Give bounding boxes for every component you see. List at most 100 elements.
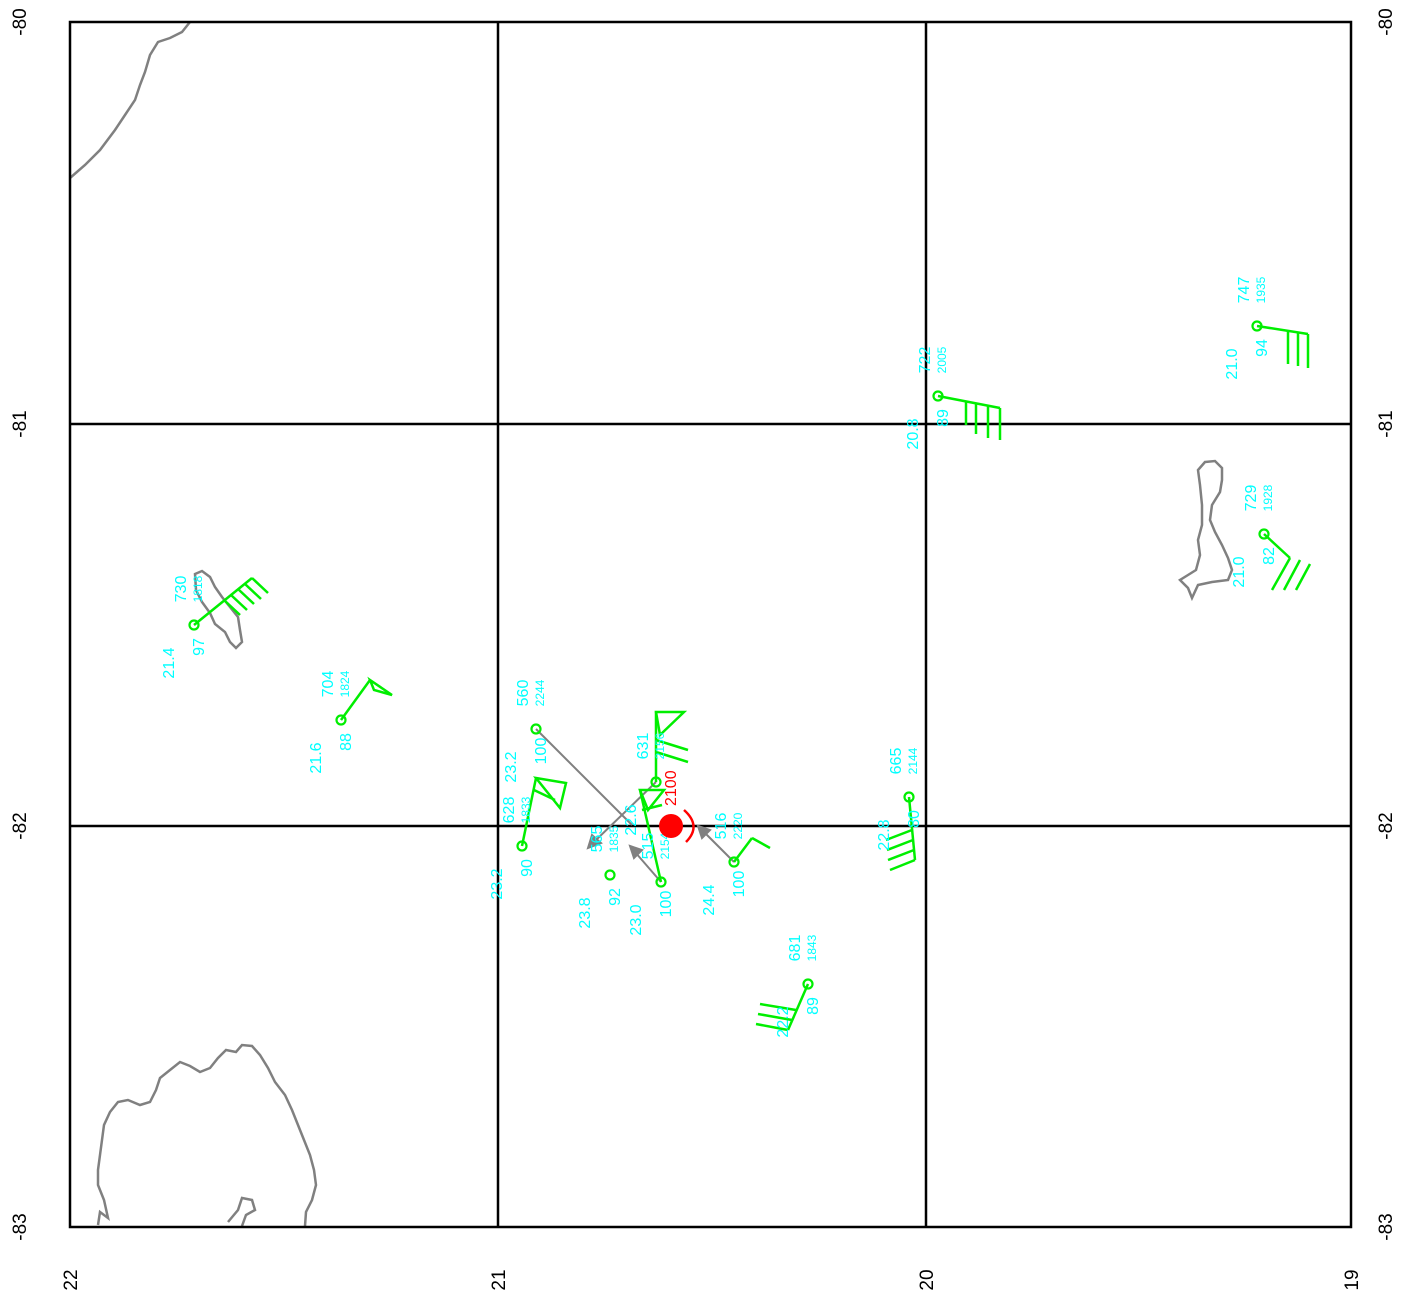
station-rh-label: 82 (1261, 547, 1278, 565)
station-time-label: 2156 (653, 732, 667, 759)
station-height-label: 747 (1236, 277, 1253, 304)
lat-tick-label-left: -80 (10, 8, 31, 35)
coastline-lower-left (96, 1043, 318, 1227)
wind-barb (755, 983, 810, 1032)
station-label-group: 704 1824 21.6 88 (308, 670, 355, 773)
lat-tick-label-right: -82 (1376, 812, 1397, 839)
wind-barbs (193, 324, 1312, 1032)
station-temp-label: 24.4 (701, 884, 718, 915)
station-rh-label: 89 (935, 409, 952, 427)
lat-tick-label-right: -83 (1376, 1213, 1397, 1240)
vector-line (703, 831, 735, 863)
wind-barb (937, 394, 1002, 440)
station-circle (1251, 320, 1263, 332)
station-time-label: 2144 (906, 747, 920, 774)
station-circle (516, 840, 528, 852)
station-height-label: 631 (635, 733, 652, 760)
station-time-label: 1928 (1261, 484, 1275, 511)
station-temp-label: 21.0 (1224, 348, 1241, 379)
station-height-label: 722 (917, 347, 934, 374)
station-label-group: 730 1818 21.4 97 (161, 575, 208, 678)
station-circle (903, 791, 915, 803)
station-temp-label: 23.2 (503, 751, 520, 782)
station-circle (604, 869, 616, 881)
wind-barb (1263, 533, 1312, 591)
station-temp-label: 22.6 (623, 804, 640, 835)
station-rh-label: 80 (906, 810, 923, 828)
station-label-group: 665 2144 22.8 80 (876, 747, 923, 850)
vector-line (634, 851, 662, 883)
station-label-group: 560 2244 23.2 100 (503, 679, 550, 782)
lon-tick-label: 22 (61, 1269, 82, 1290)
station-circle (335, 714, 347, 726)
center-dot (659, 814, 683, 838)
station-circle (802, 978, 814, 990)
coastline-upper-left (69, 21, 191, 179)
lon-tick-label: 20 (917, 1269, 938, 1290)
station-labels: 730 1818 21.4 97 704 1824 21.6 88 560 2244 23.2 100… (161, 276, 1278, 1037)
station-height-label: 628 (501, 797, 518, 824)
motion-vectors (535, 728, 735, 883)
station-label-group: 681 1843 22.2 89 (775, 934, 822, 1037)
station-rh-label: 97 (191, 638, 208, 656)
station-height-label: 665 (888, 748, 905, 775)
coastlines (69, 21, 1234, 1227)
station-label-group: 722 2005 20.8 89 (905, 346, 952, 449)
station-height-label: 704 (320, 671, 337, 698)
station-temp-label: 23.2 (489, 868, 506, 899)
station-circle (188, 619, 200, 631)
station-circle (1258, 528, 1270, 540)
island-left (193, 569, 244, 650)
center-marker: 2100 (659, 770, 695, 843)
wind-barb (339, 676, 393, 721)
vector-arrowhead (586, 833, 603, 850)
vector-line (595, 781, 657, 841)
station-circle (728, 856, 740, 868)
station-height-label: 729 (1243, 485, 1260, 512)
station-label-group: 565 1835 23.8 92 (577, 825, 624, 928)
station-label-group: 747 1935 21.0 94 (1224, 276, 1271, 379)
wind-barb (885, 796, 917, 872)
center-label: 2100 (663, 770, 680, 806)
center-arc (683, 809, 695, 843)
station-temp-label: 21.6 (308, 742, 325, 773)
wind-barb (1256, 324, 1310, 368)
station-temp-label: 21.4 (161, 647, 178, 678)
lon-tick-label: 21 (489, 1269, 510, 1290)
lat-tick-label-right: -80 (1376, 8, 1397, 35)
station-circle (932, 390, 944, 402)
station-rh-label: 100 (658, 891, 675, 918)
station-temp-label: 23.8 (577, 897, 594, 928)
station-time-label: 1835 (607, 825, 621, 852)
wind-barb (520, 776, 568, 847)
station-height-label: 516 (713, 813, 730, 840)
station-circle (530, 723, 542, 735)
station-height-label: 681 (787, 935, 804, 962)
tick-labels: 22 21 20 19 -80 -80 -81 -81 -82 -82 -83 -83 (10, 8, 1397, 1290)
station-height-label: 515 (640, 833, 657, 860)
lat-tick-label-left: -82 (10, 812, 31, 839)
wind-barb (654, 710, 689, 782)
station-temp-label: 22.2 (775, 1006, 792, 1037)
station-time-label: 1935 (1254, 276, 1268, 303)
station-rh-label: 94 (1254, 339, 1271, 357)
station-label-group: 515 2154 23.0 100 (628, 832, 675, 935)
station-time-label: 1824 (338, 670, 352, 697)
vector-arrowhead (696, 824, 712, 840)
map-frame (68, 20, 1353, 1229)
station-markers (188, 320, 1270, 990)
station-height-label: 560 (515, 680, 532, 707)
station-circle (655, 876, 667, 888)
station-time-label: 1843 (805, 934, 819, 961)
lat-lon-grid (68, 20, 1353, 1229)
station-temp-label: 22.8 (876, 819, 893, 850)
wind-barb (193, 577, 269, 626)
station-label-group: 729 1928 21.0 82 (1231, 484, 1278, 587)
station-time-label: 2220 (731, 812, 745, 839)
station-label-group: 628 1833 23.2 90 (489, 796, 536, 899)
lat-tick-label-left: -81 (10, 410, 31, 437)
island-right (1178, 459, 1234, 602)
station-time-label: 2005 (935, 346, 949, 373)
